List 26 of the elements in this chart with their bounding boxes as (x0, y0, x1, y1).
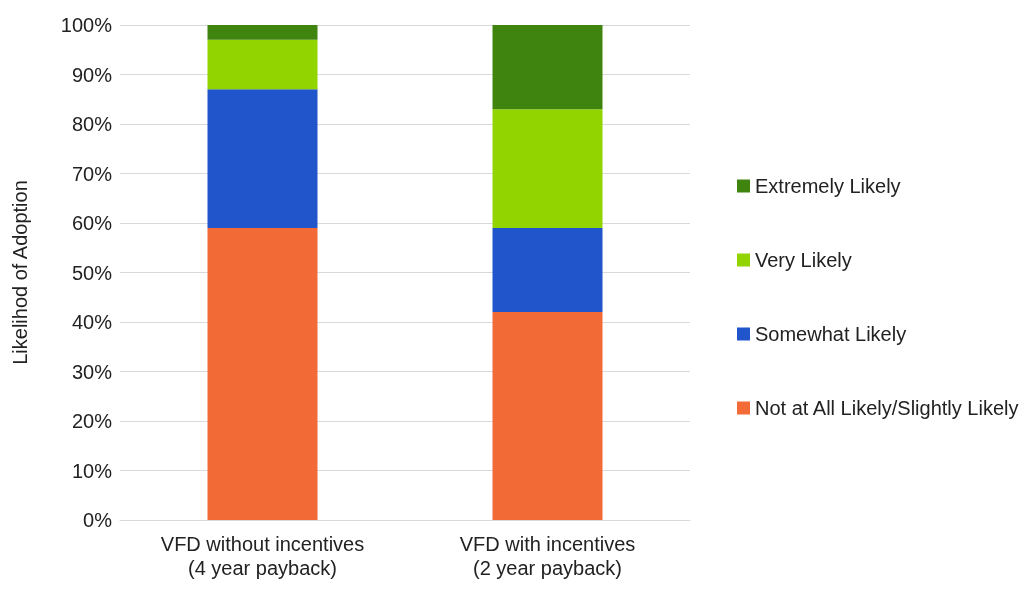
bar (492, 25, 603, 110)
bar (207, 25, 318, 40)
bar (492, 227, 603, 313)
legend-label: Not at All Likely/Slightly Likely (755, 397, 1019, 419)
bar (207, 227, 318, 520)
y-tick-label: 10% (71, 459, 113, 482)
x-tick-label: VFD with incentives (2 year payback) (459, 533, 636, 579)
bar (207, 89, 318, 228)
y-tick-label: 60% (71, 212, 113, 234)
y-tick-label: 40% (71, 311, 113, 333)
y-tick-label: 30% (71, 360, 113, 383)
y-tick-label: 90% (71, 63, 113, 86)
y-tick-label: 80% (71, 113, 113, 135)
y-tick-label: 0% (83, 509, 113, 531)
legend-label: Very Likely (755, 249, 852, 271)
y-tick-label: 50% (71, 261, 113, 284)
legend-label: Somewhat Likely (755, 323, 907, 345)
x-tick-label: VFD without incentives (4 year payback) (160, 533, 365, 579)
legend-label: Extremely Likely (755, 175, 901, 197)
bar (492, 312, 603, 520)
y-tick-label: 70% (71, 162, 113, 185)
bar (492, 109, 603, 228)
bar (207, 39, 318, 90)
y-tick-label: 100% (60, 14, 113, 36)
y-tick-label: 20% (71, 410, 113, 432)
y-axis-title: Likelihod of Adoption (9, 180, 31, 365)
